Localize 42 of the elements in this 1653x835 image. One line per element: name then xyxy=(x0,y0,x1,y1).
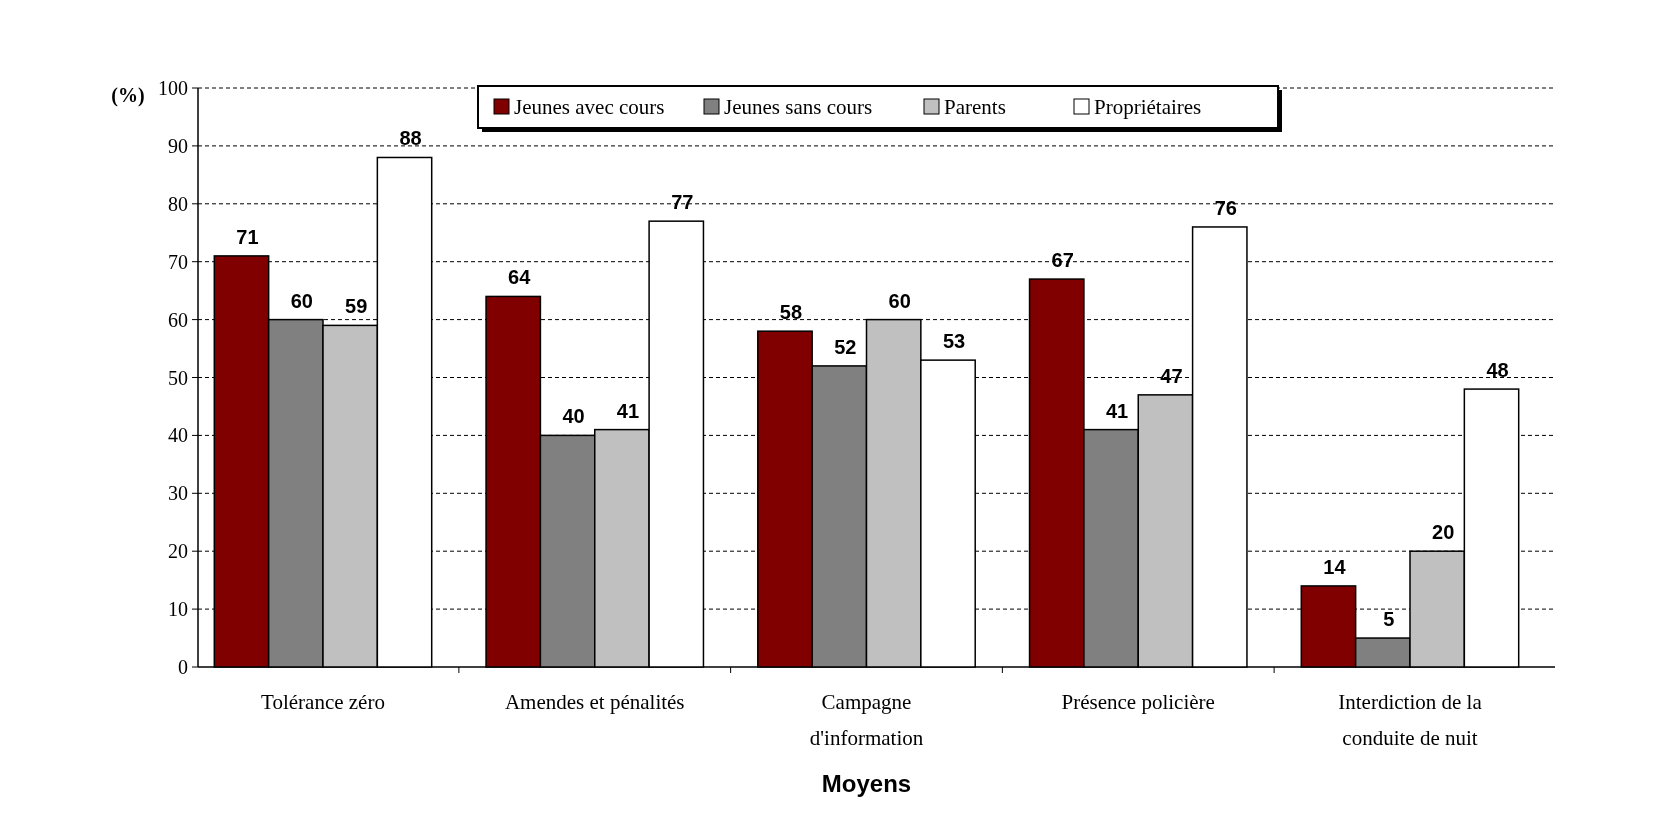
y-tick-label: 60 xyxy=(168,308,188,331)
data-label: 77 xyxy=(671,191,694,214)
x-tick-label: Présence policière xyxy=(1061,690,1215,714)
data-label: 47 xyxy=(1160,364,1183,387)
x-tick-label: Interdiction de la conduite de nuit xyxy=(1338,690,1483,750)
data-label: 20 xyxy=(1432,521,1455,544)
data-label: 64 xyxy=(508,266,532,289)
y-tick-label: 10 xyxy=(168,598,188,621)
data-label: 88 xyxy=(399,127,422,150)
y-axis-title: (%) xyxy=(111,84,145,107)
data-label: 14 xyxy=(1323,555,1347,578)
data-label: 71 xyxy=(236,225,259,248)
legend-label: Jeunes avec cours xyxy=(514,95,665,120)
y-tick-label: 50 xyxy=(168,366,188,389)
data-label: 58 xyxy=(779,301,803,324)
x-tick-label: Amendes et pénalités xyxy=(504,690,685,714)
legend-label: Propriétaires xyxy=(1094,95,1202,120)
legend-label: Jeunes sans cours xyxy=(724,95,873,120)
y-tick-label: 70 xyxy=(168,250,188,273)
y-tick-label: 0 xyxy=(178,656,188,678)
x-tick-label: Campagne d'information xyxy=(809,690,924,750)
y-tick-label: 90 xyxy=(168,134,188,157)
data-label: 59 xyxy=(345,295,368,318)
y-tick-label: 80 xyxy=(168,192,188,215)
data-label: 48 xyxy=(1486,359,1509,382)
data-label: 52 xyxy=(834,335,857,358)
data-label: 40 xyxy=(562,405,585,428)
y-tick-label: 20 xyxy=(168,540,188,563)
data-label: 60 xyxy=(888,289,911,312)
data-label: 67 xyxy=(1051,249,1074,272)
y-tick-label: 100 xyxy=(158,77,188,99)
data-label: 53 xyxy=(942,330,966,353)
data-label: 41 xyxy=(616,399,640,422)
data-label: 41 xyxy=(1105,399,1129,422)
legend-label: Parents xyxy=(944,95,1006,120)
y-tick-label: 40 xyxy=(168,424,188,447)
data-label: 60 xyxy=(290,289,313,312)
y-tick-label: 30 xyxy=(168,482,188,505)
x-tick-label: Tolérance zéro xyxy=(261,690,385,714)
data-label: 5 xyxy=(1383,608,1395,631)
x-axis-title: Moyens xyxy=(821,770,912,797)
data-label: 76 xyxy=(1214,196,1237,219)
